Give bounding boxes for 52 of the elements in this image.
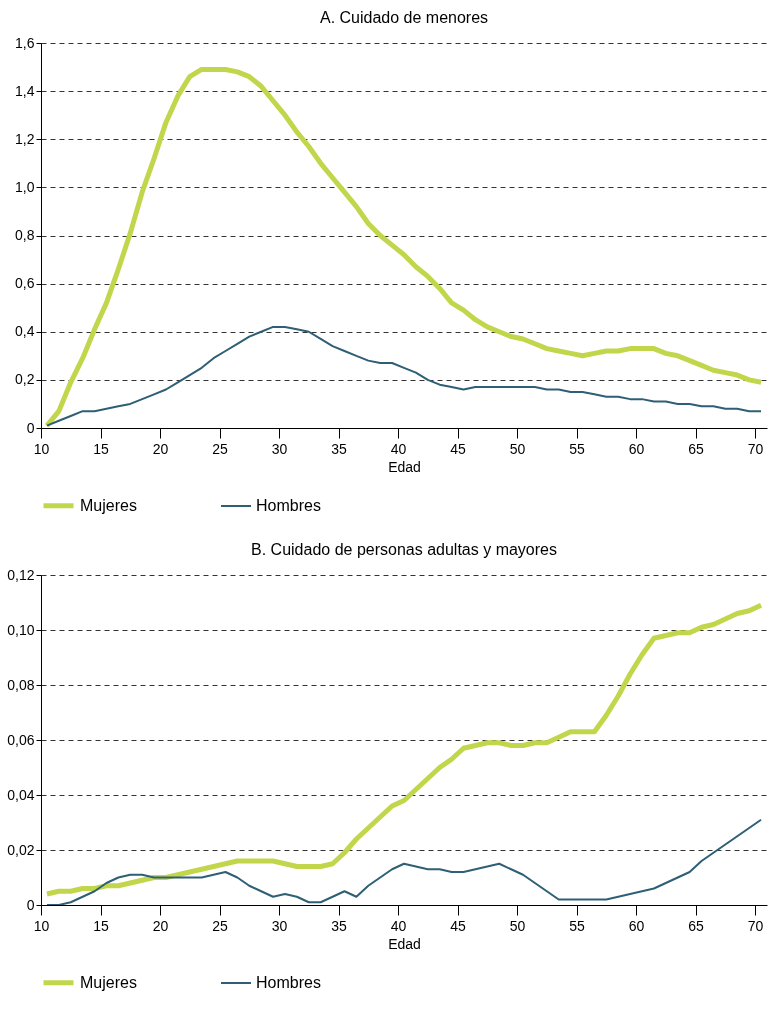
y-tick-label: 1,6 bbox=[15, 34, 35, 51]
chart-title: B. Cuidado de personas adultas y mayores bbox=[251, 541, 557, 558]
x-tick-label: 15 bbox=[93, 917, 110, 934]
line-series bbox=[45, 325, 763, 427]
x-tick-label: 70 bbox=[747, 440, 764, 457]
x-tick-label: 25 bbox=[212, 440, 229, 457]
y-tick-label: 1,2 bbox=[15, 130, 35, 147]
x-tick-label: 65 bbox=[688, 917, 705, 934]
x-tick-label: 45 bbox=[450, 440, 467, 457]
y-tick-label: 0,02 bbox=[7, 841, 35, 858]
x-tick-label: 65 bbox=[688, 440, 705, 457]
x-tick-label: 40 bbox=[390, 917, 407, 934]
x-tick-label: 70 bbox=[747, 917, 764, 934]
x-tick-label: 15 bbox=[93, 440, 110, 457]
x-axis-title: Edad bbox=[388, 458, 421, 475]
x-tick-label: 50 bbox=[509, 440, 526, 457]
legend-label: Mujeres bbox=[80, 973, 137, 991]
x-tick-label: 55 bbox=[569, 440, 586, 457]
x-tick-label: 35 bbox=[331, 917, 348, 934]
x-tick-label: 25 bbox=[212, 917, 229, 934]
y-tick-label: 0,2 bbox=[15, 371, 35, 388]
y-tick-label: 0,12 bbox=[7, 566, 35, 583]
x-tick-label: 30 bbox=[271, 917, 288, 934]
y-tick-label: 0,08 bbox=[7, 676, 35, 693]
y-tick-label: 0,8 bbox=[15, 227, 35, 243]
y-tick-label: 1,4 bbox=[15, 82, 35, 99]
legend-label: Mujeres bbox=[80, 496, 137, 514]
x-tick-label: 20 bbox=[152, 917, 169, 934]
y-tick-label: 0,06 bbox=[7, 731, 35, 748]
x-tick-label: 55 bbox=[569, 917, 586, 934]
y-tick-label: 0 bbox=[26, 419, 35, 436]
x-tick-label: 20 bbox=[152, 440, 169, 457]
x-tick-label: 60 bbox=[628, 917, 645, 934]
chart-title: A. Cuidado de menores bbox=[319, 9, 489, 26]
y-tick-label: 0,6 bbox=[15, 275, 35, 292]
legend-label: Hombres bbox=[256, 497, 321, 514]
x-tick-label: 30 bbox=[271, 440, 288, 457]
x-tick-label: 50 bbox=[509, 917, 526, 934]
x-tick-label: 45 bbox=[450, 917, 467, 934]
x-tick-label: 10 bbox=[33, 917, 50, 934]
x-tick-label: 10 bbox=[33, 440, 50, 457]
y-tick-label: 0,10 bbox=[7, 621, 35, 638]
y-tick-label: 0 bbox=[26, 896, 35, 913]
x-tick-label: 40 bbox=[390, 440, 407, 457]
x-tick-label: 35 bbox=[331, 440, 348, 457]
line-series bbox=[45, 818, 763, 905]
y-tick-label: 1,0 bbox=[15, 178, 35, 195]
y-tick-label: 0,4 bbox=[15, 323, 35, 340]
legend-label: Hombres bbox=[256, 974, 321, 991]
x-axis-title: Edad bbox=[388, 935, 421, 952]
y-tick-label: 0,04 bbox=[7, 786, 35, 803]
x-tick-label: 60 bbox=[628, 440, 645, 457]
